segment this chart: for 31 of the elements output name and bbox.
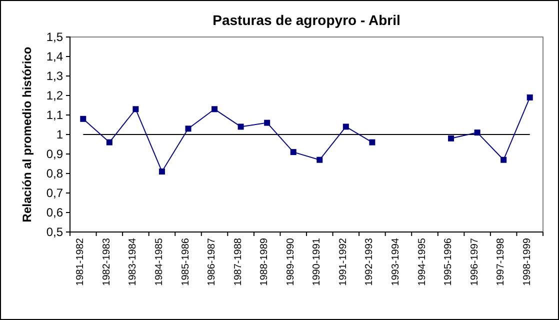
y-tick-label: 1,4 — [46, 49, 64, 64]
x-tick-label: 1981-1982 — [75, 238, 86, 286]
y-tick-label: 0,9 — [46, 146, 64, 161]
x-tick-label: 1995-1996 — [443, 238, 454, 286]
y-tick-label: 1,3 — [46, 68, 64, 83]
x-tick-label: 1997-1998 — [496, 238, 507, 286]
y-tick-label: 1,2 — [46, 88, 64, 102]
x-tick-label: 1984-1985 — [154, 238, 165, 286]
x-tick-label: 1992-1993 — [364, 238, 376, 286]
x-tick-label: 1996-1997 — [469, 238, 480, 286]
x-tick-label: 1985-1986 — [180, 238, 192, 286]
y-tick-label: 0,7 — [46, 186, 64, 200]
y-tick-label: 1,5 — [46, 30, 64, 44]
chart-title: Pasturas de agropyro - Abril — [212, 12, 400, 28]
x-tick-label: 1988-1989 — [259, 238, 270, 286]
x-tick-label: 1986-1987 — [206, 238, 218, 286]
y-axis-title: Relación al promedio histórico — [20, 46, 34, 222]
y-tick-label: 0,8 — [46, 166, 64, 180]
x-tick-label: 1983-1984 — [128, 238, 139, 286]
x-tick-label: 1989-1990 — [285, 238, 296, 286]
y-tick-label: 1 — [56, 127, 64, 142]
x-tick-label: 1982-1983 — [101, 238, 112, 286]
y-tick-label: 1,1 — [46, 108, 64, 122]
x-tick-label: 1991-1992 — [338, 238, 349, 286]
x-tick-label: 1990-1991 — [312, 238, 323, 286]
x-tick-label: 1993-1994 — [390, 238, 402, 286]
x-tick-label: 1994-1995 — [416, 238, 428, 286]
y-tick-label: 0,6 — [46, 205, 64, 220]
x-tick-label: 1987-1988 — [232, 238, 244, 286]
x-tick-label: 1998-1999 — [522, 238, 533, 286]
y-tick-label: 0,5 — [46, 224, 64, 239]
